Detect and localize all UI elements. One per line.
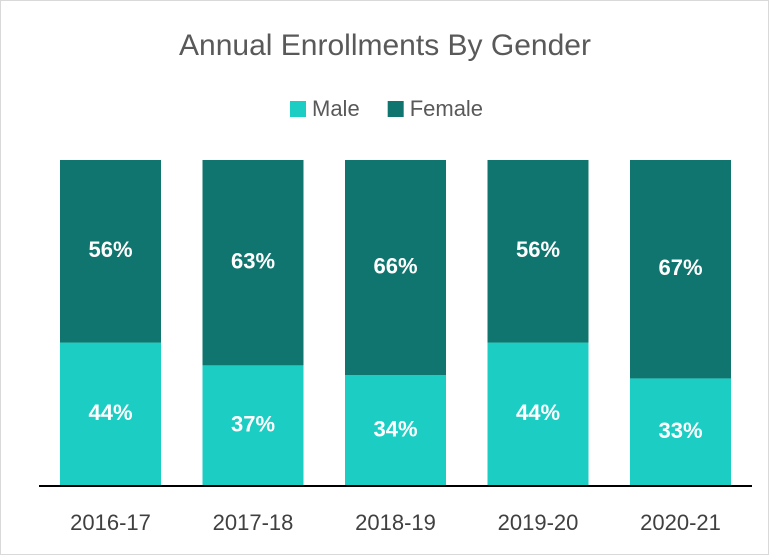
legend-swatch bbox=[387, 101, 404, 117]
data-label: 44% bbox=[516, 400, 560, 425]
bar-segment bbox=[630, 378, 731, 486]
legend-swatch bbox=[290, 101, 306, 117]
bar-segment bbox=[202, 160, 304, 366]
data-label: 37% bbox=[231, 412, 275, 437]
data-label: 67% bbox=[658, 255, 702, 280]
bar-segment bbox=[487, 160, 589, 343]
chart-title: Annual Enrollments By Gender bbox=[179, 29, 591, 62]
bar-segment bbox=[345, 375, 446, 486]
data-label: 56% bbox=[88, 237, 132, 262]
bar-segment bbox=[630, 160, 731, 379]
bar-segment bbox=[60, 342, 161, 486]
data-label: 66% bbox=[373, 253, 417, 278]
bar-segment bbox=[345, 160, 446, 376]
bar-segment bbox=[60, 160, 161, 343]
legend-label: Female bbox=[410, 96, 483, 121]
legend-label: Male bbox=[312, 96, 360, 121]
bar-segment bbox=[202, 365, 304, 486]
data-label: 63% bbox=[231, 249, 275, 274]
x-tick-label: 2018-19 bbox=[355, 510, 436, 535]
x-tick-label: 2016-17 bbox=[70, 510, 151, 535]
x-tick-label: 2019-20 bbox=[498, 510, 579, 535]
x-tick-label: 2017-18 bbox=[213, 510, 294, 535]
x-tick-label: 2020-21 bbox=[640, 510, 721, 535]
data-label: 34% bbox=[373, 416, 417, 441]
data-label: 44% bbox=[88, 400, 132, 425]
data-label: 56% bbox=[516, 237, 560, 262]
bar-segment bbox=[487, 342, 589, 486]
data-label: 33% bbox=[658, 418, 702, 443]
